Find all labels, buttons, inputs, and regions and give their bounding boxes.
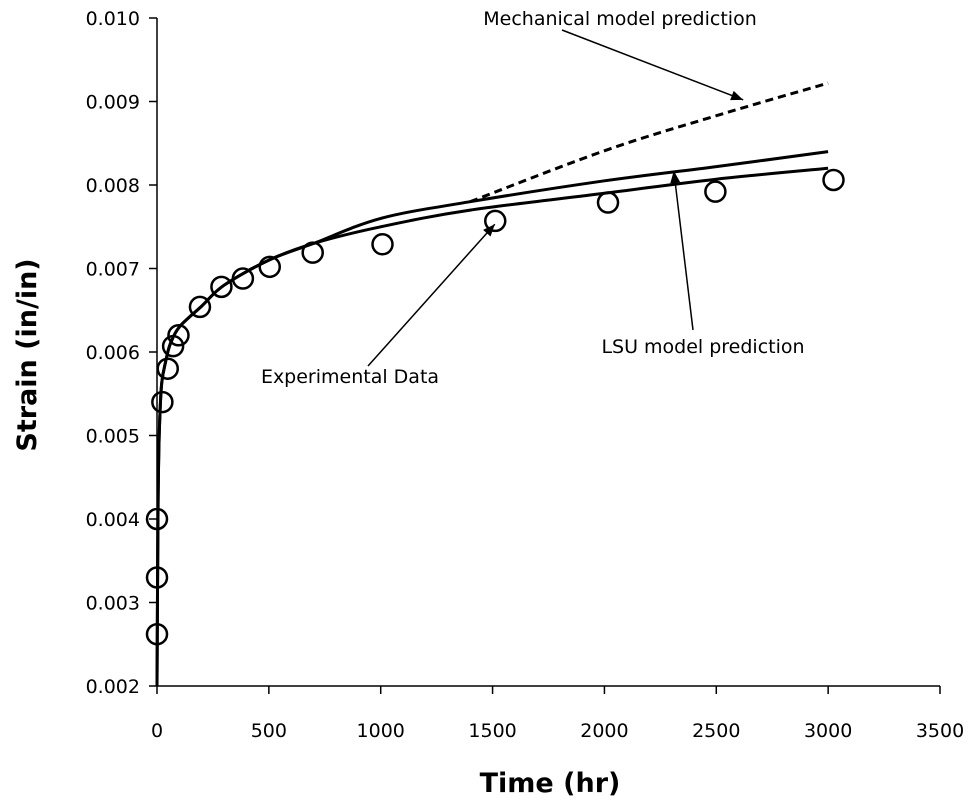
- data-point: [161, 334, 185, 358]
- annotation-arrow-head: [483, 224, 495, 237]
- data-point: [704, 180, 727, 203]
- annotation-arrows: [367, 29, 744, 367]
- mechanical-model-line: [469, 81, 829, 204]
- data-point: [231, 267, 255, 290]
- x-axis-ticks: 0 500 1000 1500 2000 2500 3000 3500: [151, 686, 964, 742]
- y-tick-label: 0.009: [86, 92, 140, 114]
- annotation-arrow-line: [673, 170, 694, 331]
- x-tick-label: 500: [251, 720, 287, 742]
- x-tick-label: 3000: [804, 720, 852, 742]
- x-tick-label: 1000: [357, 720, 405, 742]
- data-point: [596, 191, 620, 214]
- y-tick-label: 0.005: [86, 426, 140, 448]
- annotation-arrow-head: [730, 90, 744, 101]
- data-point: [371, 233, 394, 256]
- data-point: [822, 168, 845, 192]
- data-point: [145, 507, 169, 531]
- x-tick-label: 3500: [916, 720, 964, 742]
- data-point: [484, 209, 507, 233]
- y-tick-label: 0.002: [86, 676, 140, 698]
- x-tick-label: 1500: [468, 720, 516, 742]
- annotation-arrow-line: [367, 223, 496, 367]
- model-curve-line: [155, 150, 829, 687]
- data-point: [156, 357, 179, 380]
- data-point: [151, 390, 174, 414]
- x-tick-label: 2000: [580, 720, 628, 742]
- annotation-arrow-head: [670, 170, 681, 184]
- y-axis-ticks: 0.002 0.003 0.004 0.005 0.006 0.007 0.008 0.009…: [86, 8, 157, 698]
- x-tick-label: 2500: [692, 720, 740, 742]
- y-axis-title: Strain (in/in): [12, 258, 43, 451]
- model-curve-line: [155, 166, 829, 687]
- y-tick-label: 0.003: [86, 593, 140, 615]
- y-tick-label: 0.008: [86, 175, 140, 197]
- series-lines: [155, 81, 829, 687]
- y-tick-label: 0.004: [86, 509, 140, 531]
- axes: [156, 18, 940, 687]
- data-point: [145, 622, 169, 646]
- x-tick-label: 0: [151, 720, 163, 742]
- data-point: [301, 241, 324, 264]
- data-point: [258, 255, 282, 279]
- annotation-arrow-line: [561, 29, 744, 101]
- annotation-mechanical-model: Mechanical model prediction: [483, 8, 756, 30]
- data-point: [145, 566, 169, 589]
- data-point: [188, 295, 212, 319]
- y-tick-label: 0.010: [86, 8, 140, 30]
- annotation-lsu-model: LSU model prediction: [601, 336, 804, 358]
- x-axis-title: Time (hr): [480, 768, 621, 799]
- y-tick-label: 0.007: [86, 259, 140, 281]
- data-point: [210, 275, 233, 299]
- y-tick-label: 0.006: [86, 342, 140, 364]
- data-point: [167, 324, 190, 347]
- annotation-experimental-data: Experimental Data: [261, 366, 439, 388]
- experimental-points: [145, 168, 845, 646]
